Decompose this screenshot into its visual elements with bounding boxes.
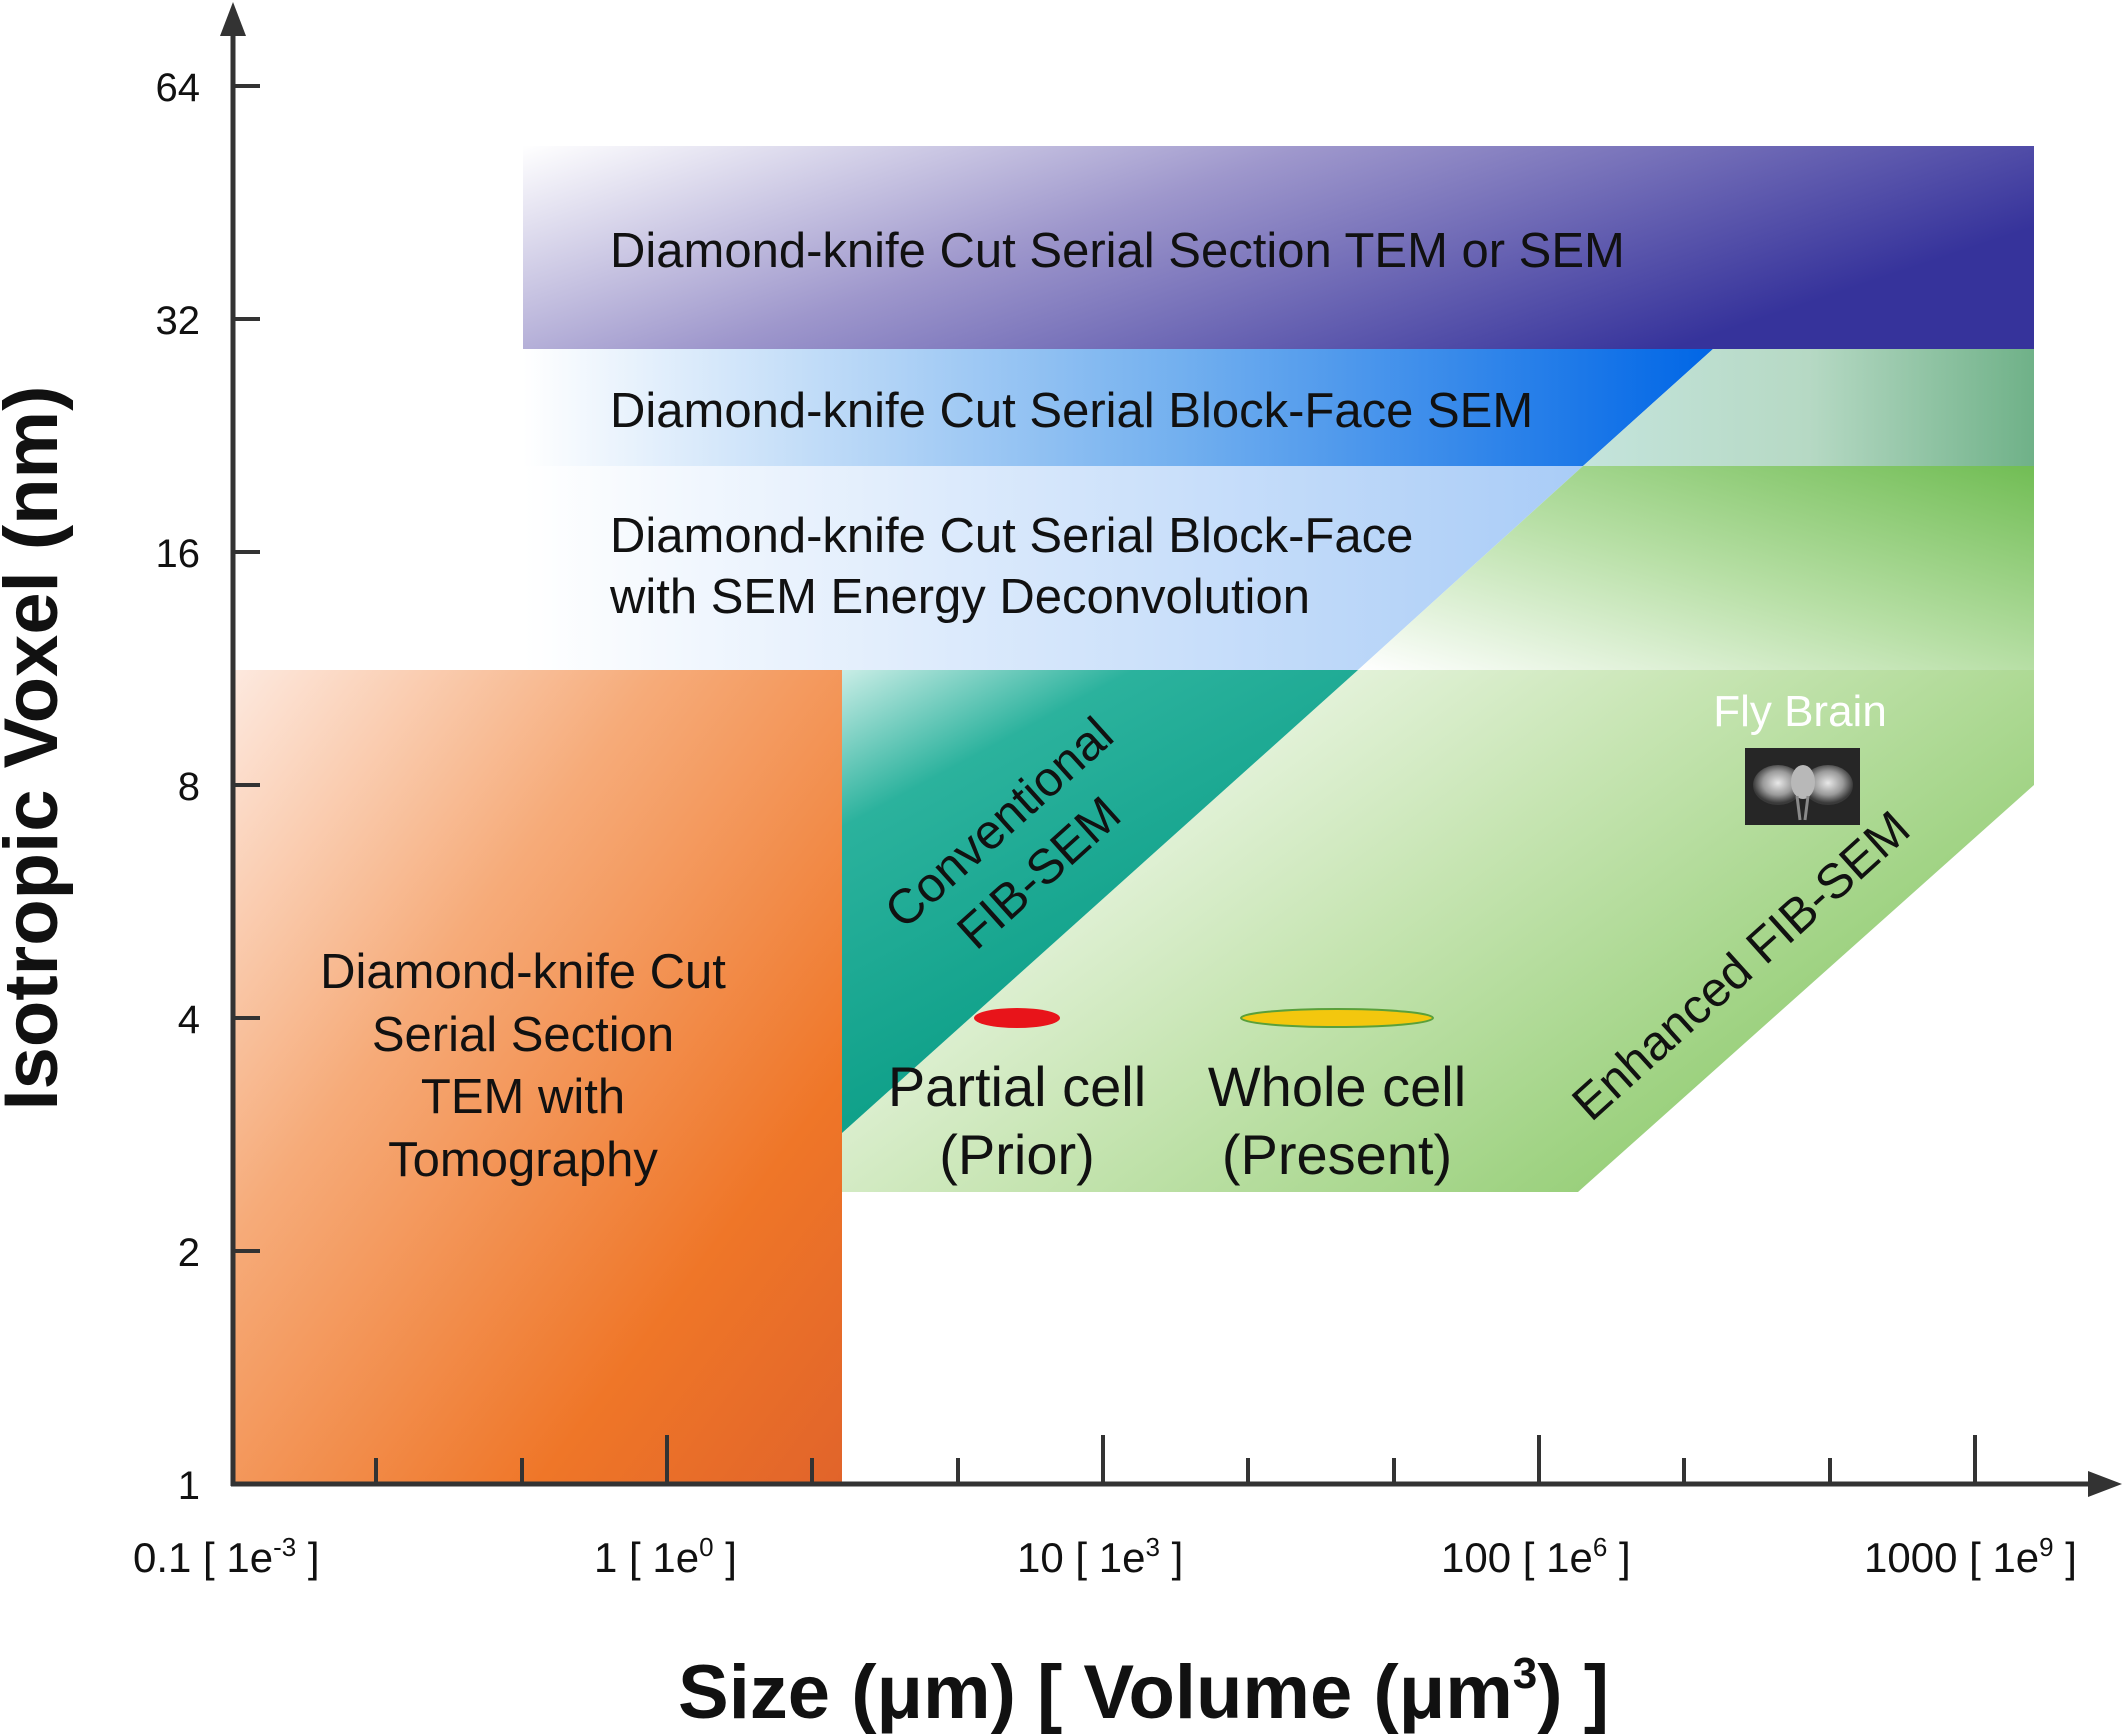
y-tick-1: 1 bbox=[178, 1464, 200, 1508]
y-axis-arrow bbox=[220, 2, 246, 36]
tomography-label-line4: Tomography bbox=[388, 1133, 658, 1187]
x-tick-1: 1 [ 1e0 ] bbox=[594, 1532, 737, 1581]
y-tick-32: 32 bbox=[156, 299, 201, 343]
x-axis-title: Size (μm) [ Volume (μm3) ] bbox=[678, 1649, 1609, 1734]
y-tick-64: 64 bbox=[156, 66, 201, 110]
x-tick-0-1: 0.1 [ 1e-3 ] bbox=[133, 1532, 320, 1581]
whole-cell-label-line2: (Present) bbox=[1222, 1123, 1452, 1186]
block-face-deconv-label-line2: with SEM Energy Deconvolution bbox=[609, 570, 1310, 624]
serial-section-label: Diamond-knife Cut Serial Section TEM or … bbox=[610, 224, 1625, 278]
block-face-deconv-region bbox=[523, 466, 1583, 670]
tomography-label-line1: Diamond-knife Cut bbox=[320, 945, 726, 999]
fly-brain-label: Fly Brain bbox=[1713, 687, 1887, 736]
partial-cell-label-line2: (Prior) bbox=[939, 1123, 1095, 1186]
x-tick-10: 10 [ 1e3 ] bbox=[1017, 1532, 1183, 1581]
x-tick-100: 100 [ 1e6 ] bbox=[1441, 1532, 1631, 1581]
y-tick-16: 16 bbox=[156, 532, 201, 576]
y-axis-title: Isotropic Voxel (nm) bbox=[0, 386, 74, 1111]
y-tick-4: 4 bbox=[178, 998, 200, 1042]
whole-cell-marker bbox=[1240, 1008, 1434, 1028]
partial-cell-marker bbox=[974, 1008, 1060, 1028]
block-face-label: Diamond-knife Cut Serial Block-Face SEM bbox=[610, 384, 1533, 438]
enhanced-top-region bbox=[1583, 349, 2034, 466]
tomography-label-line3: TEM with bbox=[421, 1070, 625, 1124]
enhanced-middle-region bbox=[1358, 466, 2034, 670]
y-tick-2: 2 bbox=[178, 1231, 200, 1275]
x-axis-arrow bbox=[2088, 1471, 2122, 1497]
tomography-label-line2: Serial Section bbox=[372, 1008, 674, 1062]
enhanced-fib-sem-region bbox=[842, 670, 2034, 1192]
x-tick-1000: 1000 [ 1e9 ] bbox=[1864, 1532, 2077, 1581]
block-face-region bbox=[523, 349, 1713, 466]
partial-cell-label-line1: Partial cell bbox=[888, 1055, 1146, 1118]
y-tick-8: 8 bbox=[178, 765, 200, 809]
serial-section-region bbox=[523, 146, 2034, 349]
conventional-fib-sem-region bbox=[842, 670, 1358, 1133]
y-ticks bbox=[233, 84, 260, 1253]
fly-brain-image bbox=[1745, 748, 1860, 825]
block-face-deconv-label-line1: Diamond-knife Cut Serial Block-Face bbox=[610, 509, 1413, 563]
whole-cell-label-line1: Whole cell bbox=[1208, 1055, 1466, 1118]
x-ticks bbox=[374, 1435, 1977, 1484]
tomography-region bbox=[233, 670, 842, 1484]
